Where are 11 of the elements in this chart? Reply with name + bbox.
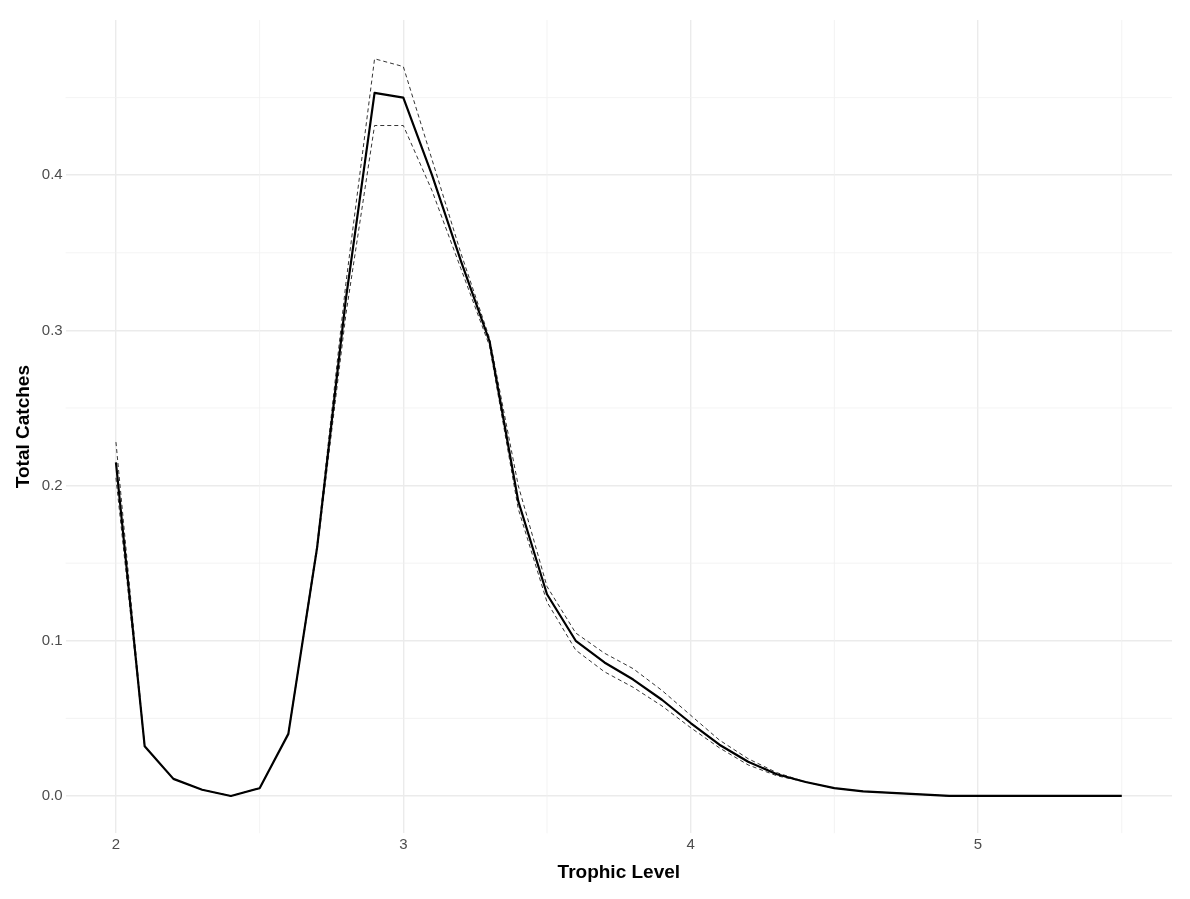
y-tick-label: 0.4 — [41, 165, 63, 183]
y-tick-label: 0.3 — [41, 320, 63, 338]
y-tick-label: 0.0 — [41, 786, 63, 804]
y-tick-label: 0.1 — [41, 630, 63, 648]
x-axis-title: Trophic Level — [557, 860, 681, 882]
y-tick-label: 0.2 — [41, 475, 63, 493]
y-axis-title: Total Catches — [11, 365, 33, 489]
x-tick-label: 4 — [686, 835, 695, 853]
x-tick-label: 2 — [111, 835, 121, 853]
x-tick-label: 5 — [973, 835, 983, 853]
x-tick-label: 3 — [399, 835, 408, 853]
